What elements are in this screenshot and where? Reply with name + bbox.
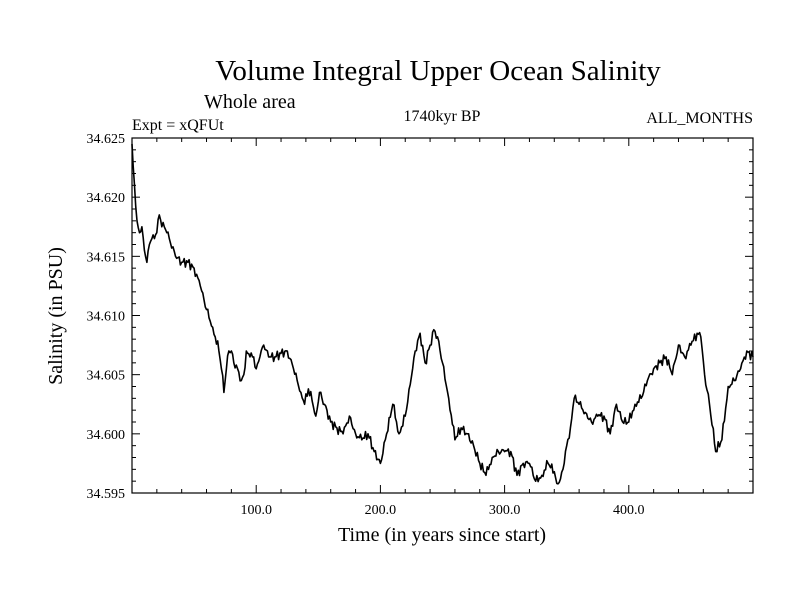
x-tick-label: 300.0 [489, 503, 521, 518]
x-axis-label: Time (in years since start) [338, 524, 546, 546]
salinity-series-line [131, 143, 754, 485]
y-tick-label: 34.605 [87, 369, 126, 384]
y-tick-label: 34.625 [87, 132, 126, 147]
experiment-label: Expt = xQFUt [132, 117, 224, 134]
chart-title: Volume Integral Upper Ocean Salinity [215, 55, 661, 87]
y-tick-label: 34.620 [87, 191, 126, 206]
chart-subtitle: Whole area [204, 91, 296, 113]
y-axis-label: Salinity (in PSU) [45, 247, 67, 385]
x-axis-ticks [156, 138, 729, 493]
x-tick-label: 400.0 [613, 503, 645, 518]
y-tick-label: 34.595 [87, 487, 126, 502]
y-tick-label: 34.615 [87, 250, 126, 265]
season-label: ALL_MONTHS [646, 110, 753, 127]
y-axis-ticks [132, 149, 753, 482]
x-tick-label: 100.0 [240, 503, 272, 518]
period-label: 1740kyr BP [404, 108, 481, 125]
y-tick-label: 34.610 [87, 310, 126, 325]
plot-frame [131, 137, 754, 494]
x-tick-label: 200.0 [365, 503, 397, 518]
y-tick-label: 34.600 [87, 428, 126, 443]
y-axis-tick-labels: 34.595 34.600 34.605 34.610 34.615 34.620 34.6… [87, 132, 126, 502]
x-axis-tick-labels: 100.0 200.0 300.0 400.0 [240, 503, 644, 518]
